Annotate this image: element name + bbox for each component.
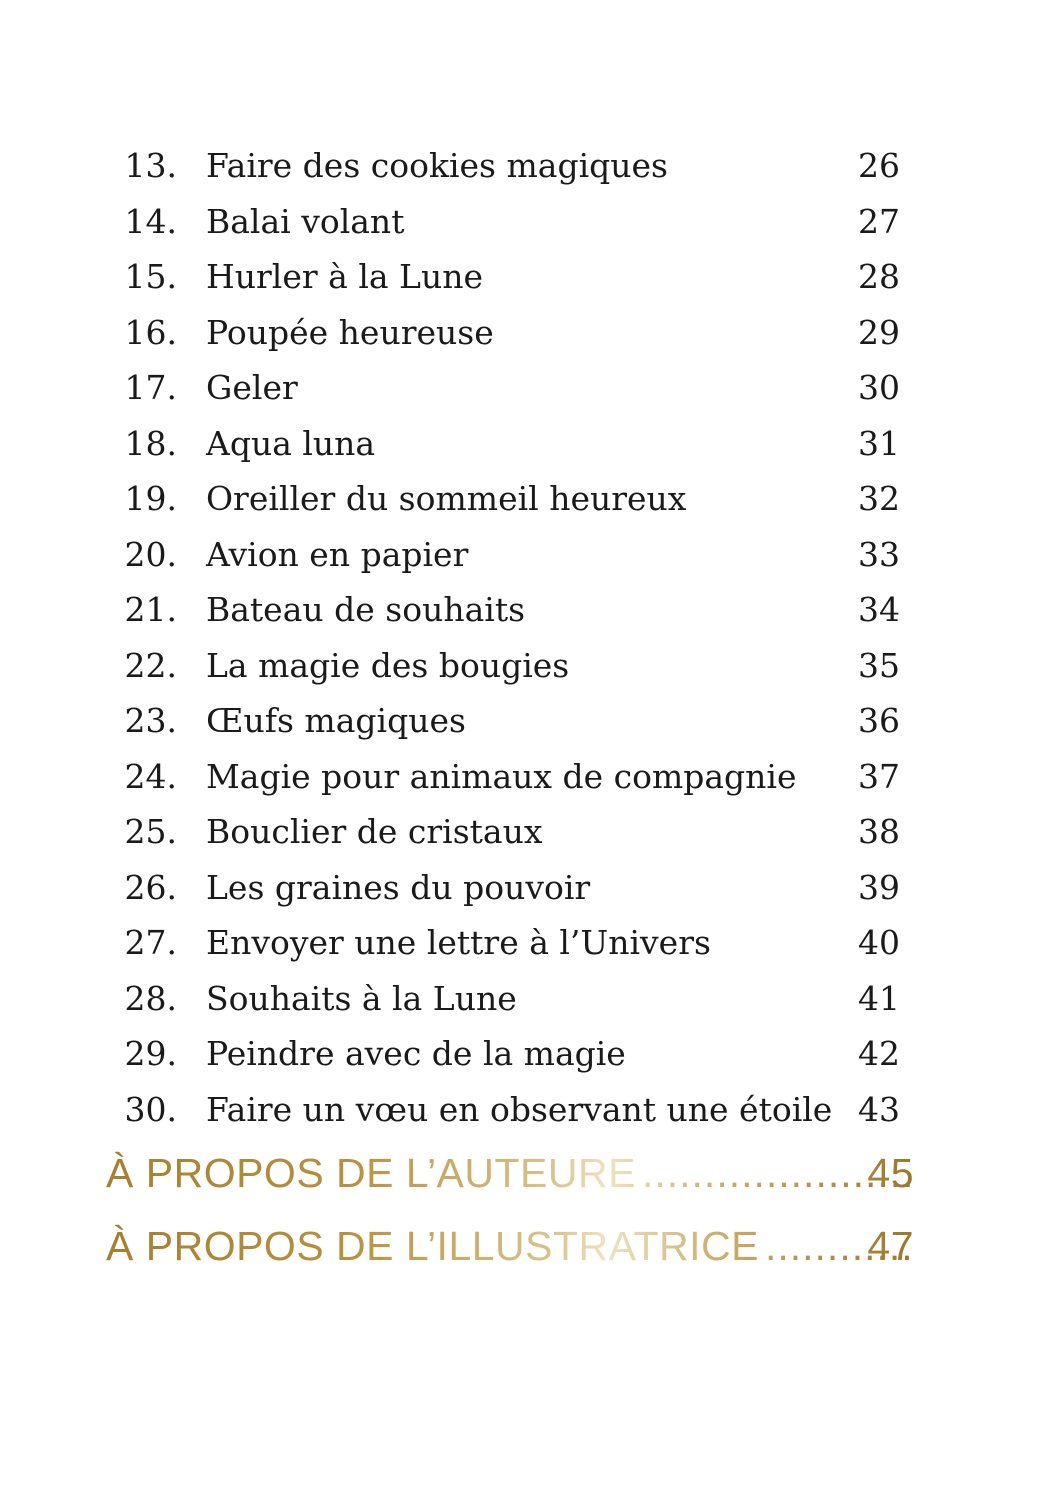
- entry-page: 38: [858, 812, 900, 851]
- entry-number: 27.: [124, 923, 177, 962]
- entry-title: Magie pour animaux de compagnie: [206, 756, 797, 796]
- section-page: 45: [867, 1150, 914, 1196]
- entry-page: 40: [858, 923, 900, 962]
- toc-entry[interactable]: 20. Avion en papier 33: [0, 527, 1055, 583]
- entry-title: Peindre avec de la magie: [206, 1034, 626, 1073]
- entry-number: 30.: [124, 1089, 177, 1129]
- toc-entry[interactable]: 17. Geler 30: [0, 360, 1055, 416]
- entry-title: Avion en papier: [206, 534, 469, 574]
- entry-page: 34: [858, 590, 900, 629]
- toc-entry[interactable]: 27. Envoyer une lettre à l’Univers 40: [0, 915, 1055, 971]
- section-page: 47: [867, 1223, 914, 1269]
- toc-entry[interactable]: 14. Balai volant 27: [0, 194, 1055, 250]
- entry-title: Faire un vœu en observant une étoile: [206, 1089, 833, 1129]
- entry-number: 29.: [124, 1034, 177, 1073]
- entry-title: Oreiller du sommeil heureux: [206, 479, 687, 518]
- entry-page: 42: [858, 1034, 900, 1073]
- toc-entry[interactable]: 16. Poupée heureuse 29: [0, 305, 1055, 361]
- entry-number: 22.: [124, 645, 177, 685]
- entry-page: 41: [858, 978, 900, 1018]
- entry-number: 14.: [124, 201, 177, 241]
- entry-number: 15.: [124, 257, 177, 296]
- entry-number: 24.: [124, 756, 177, 796]
- entry-page: 39: [858, 867, 900, 907]
- entry-number: 25.: [124, 812, 177, 851]
- entry-number: 19.: [124, 479, 177, 518]
- toc-entry[interactable]: 26. Les graines du pouvoir 39: [0, 860, 1055, 916]
- toc-entry[interactable]: 15. Hurler à la Lune 28: [0, 249, 1055, 305]
- entry-page: 32: [858, 479, 900, 518]
- entry-page: 36: [858, 701, 900, 740]
- toc-entry[interactable]: 19. Oreiller du sommeil heureux 32: [0, 471, 1055, 527]
- entry-title: Geler: [206, 368, 298, 407]
- dot-leader: ........................................…: [641, 1150, 862, 1196]
- entry-page: 30: [858, 368, 900, 407]
- entry-title: Bateau de souhaits: [206, 590, 526, 629]
- entry-title: Balai volant: [206, 201, 405, 241]
- entry-page: 35: [858, 645, 900, 685]
- entry-number: 16.: [124, 312, 177, 352]
- entry-number: 18.: [124, 423, 177, 463]
- toc-entry[interactable]: 23. Œufs magiques 36: [0, 693, 1055, 749]
- section-title: À PROPOS DE L’ILLUSTRATRICE: [106, 1223, 759, 1269]
- section-title: À PROPOS DE L’AUTEURE: [106, 1150, 636, 1196]
- entry-page: 27: [858, 201, 900, 241]
- entry-page: 31: [858, 423, 900, 463]
- entry-page: 37: [858, 756, 900, 796]
- entry-title: Bouclier de cristaux: [206, 812, 543, 851]
- toc-entry[interactable]: 22. La magie des bougies 35: [0, 638, 1055, 694]
- toc-section-author[interactable]: À PROPOS DE L’AUTEURE ..................…: [106, 1150, 914, 1210]
- toc-entry[interactable]: 13. Faire des cookies magiques 26: [0, 138, 1055, 194]
- dot-leader: ........................................…: [764, 1223, 852, 1269]
- entry-title: Souhaits à la Lune: [206, 978, 517, 1018]
- toc-entry[interactable]: 29. Peindre avec de la magie 42: [0, 1026, 1055, 1082]
- entry-page: 29: [858, 312, 900, 352]
- toc-section-illustrator[interactable]: À PROPOS DE L’ILLUSTRATRICE ............…: [106, 1223, 914, 1283]
- entry-number: 28.: [124, 978, 177, 1018]
- entry-title: Envoyer une lettre à l’Univers: [206, 923, 711, 962]
- entry-page: 33: [858, 534, 900, 574]
- entry-title: Poupée heureuse: [206, 312, 494, 352]
- entry-number: 17.: [124, 368, 177, 407]
- entry-title: Hurler à la Lune: [206, 257, 483, 296]
- toc-entry[interactable]: 25. Bouclier de cristaux 38: [0, 804, 1055, 860]
- entry-number: 20.: [124, 534, 177, 574]
- entry-number: 21.: [124, 590, 177, 629]
- toc-entry[interactable]: 18. Aqua luna 31: [0, 416, 1055, 472]
- entry-title: Œufs magiques: [206, 701, 466, 740]
- entry-title: Aqua luna: [206, 423, 376, 463]
- entry-number: 23.: [124, 701, 177, 740]
- entry-page: 26: [858, 146, 900, 185]
- entry-page: 43: [858, 1089, 900, 1129]
- entry-number: 13.: [124, 146, 177, 185]
- entry-title: Faire des cookies magiques: [206, 146, 668, 185]
- entry-number: 26.: [124, 867, 177, 907]
- entry-title: La magie des bougies: [206, 645, 570, 685]
- toc-entry[interactable]: 30. Faire un vœu en observant une étoile 4…: [0, 1082, 1055, 1138]
- entry-title: Les graines du pouvoir: [206, 867, 591, 907]
- entry-page: 28: [858, 257, 900, 296]
- table-of-contents: 13. Faire des cookies magiques 26 14. Balai …: [0, 138, 1055, 1137]
- toc-entry[interactable]: 28. Souhaits à la Lune 41: [0, 971, 1055, 1027]
- toc-entry[interactable]: 24. Magie pour animaux de compagnie 37: [0, 749, 1055, 805]
- toc-entry[interactable]: 21. Bateau de souhaits 34: [0, 582, 1055, 638]
